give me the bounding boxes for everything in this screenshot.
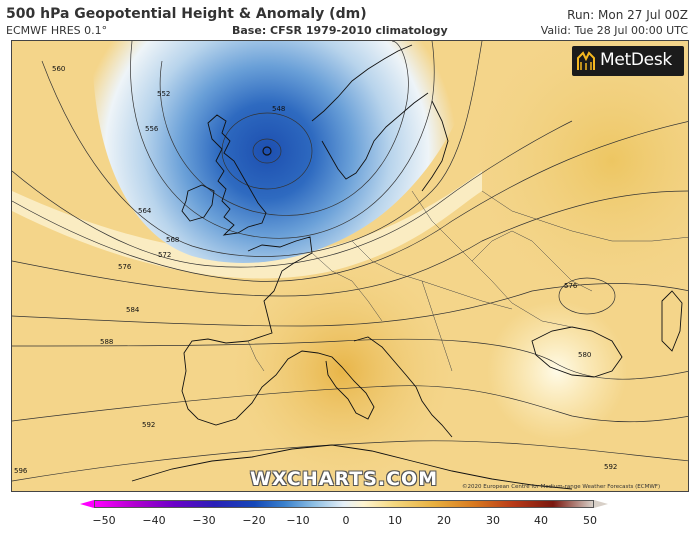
contour-label: 548	[272, 105, 285, 113]
metdesk-logo-text: MetDesk	[600, 50, 672, 70]
contour-label: 592	[142, 421, 155, 429]
contour-label: 556	[145, 125, 159, 133]
contour-label: 572	[158, 251, 171, 259]
contour-label: 560	[52, 65, 65, 73]
coastlines	[131, 44, 683, 490]
contour-labels: 560 552 556 548 564 568 572 576 584 588 …	[14, 65, 617, 475]
contour-label: 576	[564, 282, 578, 290]
climatology-base: Base: CFSR 1979-2010 climatology	[232, 24, 448, 37]
colorbar-tick: −20	[242, 514, 266, 527]
chart-title: 500 hPa Geopotential Height & Anomaly (d…	[6, 6, 367, 22]
colorbar-tick: 20	[437, 514, 451, 527]
colorbar-tick: −50	[92, 514, 116, 527]
colorbar-tick: −30	[192, 514, 216, 527]
metdesk-logo: MetDesk	[572, 46, 684, 76]
model-name: ECMWF HRES 0.1°	[6, 24, 108, 37]
metdesk-logo-icon	[577, 51, 595, 70]
contour-label: 580	[578, 351, 591, 359]
colorbar-tick: 30	[486, 514, 500, 527]
contour-label: 592	[604, 463, 617, 471]
contour-label: 576	[118, 263, 132, 271]
colorbar-gradient	[94, 500, 594, 508]
anomaly-map: 560 552 556 548 564 568 572 576 584 588 …	[11, 40, 689, 492]
colorbar-ticks: −50 −40 −30 −20 −10 0 10 20 30 40 50	[0, 514, 700, 528]
colorbar-tick: 50	[583, 514, 597, 527]
colorbar-tick: −10	[286, 514, 310, 527]
colorbar-tick: −40	[142, 514, 166, 527]
map-svg: 560 552 556 548 564 568 572 576 584 588 …	[12, 41, 688, 491]
colorbar-high-arrow	[594, 500, 608, 508]
colorbar-low-arrow	[80, 500, 94, 508]
copyright-note: ©2020 European Centre for Medium-range W…	[462, 484, 661, 490]
contour-label: 568	[166, 236, 179, 244]
colorbar	[80, 498, 612, 510]
colorbar-tick: 10	[388, 514, 402, 527]
height-contours	[12, 41, 688, 482]
colorbar-tick: 0	[342, 514, 350, 527]
contour-label: 552	[157, 90, 170, 98]
contour-label: 588	[100, 338, 113, 346]
contour-label: 596	[14, 467, 28, 475]
colorbar-tick: 40	[534, 514, 548, 527]
run-time: Run: Mon 27 Jul 00Z	[567, 8, 688, 22]
country-borders	[247, 190, 688, 372]
low-pressure-center-icon	[262, 146, 272, 156]
valid-time: Valid: Tue 28 Jul 00:00 UTC	[540, 24, 688, 37]
contour-label: 564	[138, 207, 152, 215]
wxcharts-watermark: WXCHARTS.COM	[250, 468, 439, 490]
contour-label: 584	[126, 306, 140, 314]
